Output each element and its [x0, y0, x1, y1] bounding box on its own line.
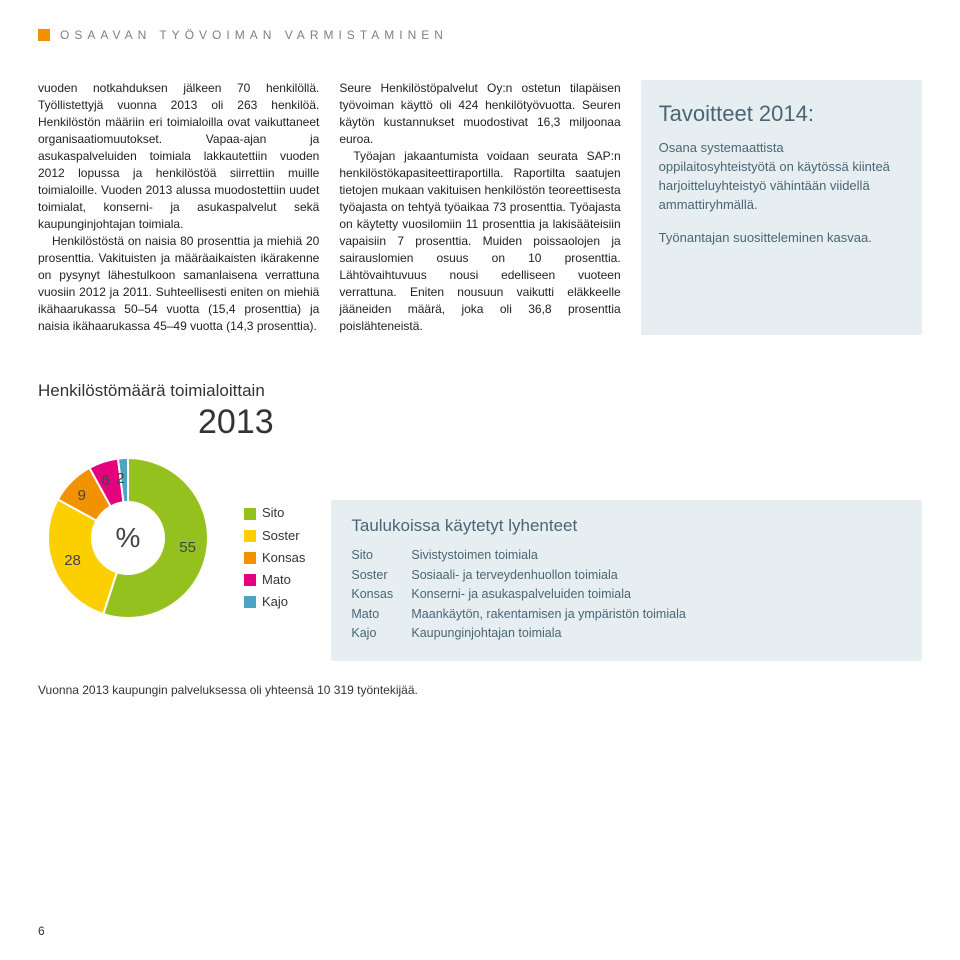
- abbrev-value: Sivistystoimen toimiala: [411, 546, 537, 565]
- legend-swatch: [244, 508, 256, 520]
- abbrev-row: SitoSivistystoimen toimiala: [351, 546, 902, 565]
- legend-item: Kajo: [244, 591, 305, 613]
- abbrev-key: Sito: [351, 546, 411, 565]
- chart-footnote: Vuonna 2013 kaupungin palveluksessa oli …: [38, 683, 922, 697]
- goals-sidebar: Tavoitteet 2014: Osana systemaattista op…: [641, 80, 922, 335]
- abbrev-title: Taulukoissa käytetyt lyhenteet: [351, 516, 902, 536]
- legend-item: Mato: [244, 569, 305, 591]
- abbrev-value: Konserni- ja asukaspalveluiden toimiala: [411, 585, 631, 604]
- abbrev-value: Maankäytön, rakentamisen ja ympäristön t…: [411, 605, 685, 624]
- donut-slice-value: 2: [116, 470, 124, 487]
- legend-item: Soster: [244, 525, 305, 547]
- body-para: Työajan jakaantumista voidaan seurata SA…: [339, 148, 620, 335]
- donut-slice-value: 6: [101, 472, 109, 489]
- section-title: OSAAVAN TYÖVOIMAN VARMISTAMINEN: [60, 28, 448, 42]
- abbrev-row: SosterSosiaali- ja terveydenhuollon toim…: [351, 566, 902, 585]
- goals-text: Työnantajan suositteleminen kasvaa.: [659, 229, 904, 248]
- goals-text: Osana systemaattista oppilaitosyhteistyö…: [659, 139, 904, 214]
- donut-slice-value: 28: [64, 552, 81, 569]
- chart-title: Henkilöstömäärä toimialoittain: [38, 381, 922, 401]
- donut-center-label: %: [116, 522, 141, 554]
- section-marker: [38, 29, 50, 41]
- abbrev-key: Kajo: [351, 624, 411, 643]
- abbrev-key: Mato: [351, 605, 411, 624]
- donut-slice-value: 9: [78, 487, 86, 504]
- goals-title: Tavoitteet 2014:: [659, 98, 904, 129]
- body-columns: vuoden notkahduksen jälkeen 70 henkilöll…: [38, 80, 922, 335]
- abbrev-row: KajoKaupunginjohtajan toimiala: [351, 624, 902, 643]
- section-header: OSAAVAN TYÖVOIMAN VARMISTAMINEN: [38, 28, 922, 42]
- legend-item: Sito: [244, 502, 305, 524]
- abbrev-block: Taulukoissa käytetyt lyhenteet SitoSivis…: [331, 500, 922, 661]
- body-column-1: vuoden notkahduksen jälkeen 70 henkilöll…: [38, 80, 319, 335]
- legend-label: Mato: [262, 569, 291, 591]
- abbrev-value: Kaupunginjohtajan toimiala: [411, 624, 561, 643]
- abbrev-row: KonsasKonserni- ja asukaspalveluiden toi…: [351, 585, 902, 604]
- legend-swatch: [244, 596, 256, 608]
- abbrev-row: MatoMaankäytön, rakentamisen ja ympärist…: [351, 605, 902, 624]
- legend-label: Soster: [262, 525, 300, 547]
- body-column-2: Seure Henkilöstöpalvelut Oy:n ostetun ti…: [339, 80, 620, 335]
- donut-chart: % 55 28 962: [38, 448, 218, 628]
- chart-legend: SitoSosterKonsasMatoKajo: [244, 448, 305, 612]
- legend-label: Kajo: [262, 591, 288, 613]
- chart-row: % 5528962 SitoSosterKonsasMatoKajo Taulu…: [38, 448, 922, 661]
- abbrev-key: Konsas: [351, 585, 411, 604]
- body-para: Seure Henkilöstöpalvelut Oy:n ostetun ti…: [339, 80, 620, 148]
- legend-swatch: [244, 530, 256, 542]
- donut-slice: [48, 500, 117, 615]
- legend-label: Konsas: [262, 547, 305, 569]
- body-para: vuoden notkahduksen jälkeen 70 henkilöll…: [38, 80, 319, 233]
- legend-swatch: [244, 552, 256, 564]
- body-column-sidebar: Tavoitteet 2014: Osana systemaattista op…: [641, 80, 922, 335]
- body-para: Henkilöstöstä on naisia 80 prosenttia ja…: [38, 233, 319, 335]
- donut-slice-value: 55: [179, 539, 196, 556]
- abbrev-table: SitoSivistystoimen toimialaSosterSosiaal…: [351, 546, 902, 643]
- legend-label: Sito: [262, 502, 284, 524]
- legend-swatch: [244, 574, 256, 586]
- legend-item: Konsas: [244, 547, 305, 569]
- abbrev-value: Sosiaali- ja terveydenhuollon toimiala: [411, 566, 617, 585]
- abbrev-key: Soster: [351, 566, 411, 585]
- chart-section: Henkilöstömäärä toimialoittain 2013 % 55…: [38, 381, 922, 697]
- page-number: 6: [38, 924, 45, 938]
- chart-year: 2013: [198, 403, 922, 442]
